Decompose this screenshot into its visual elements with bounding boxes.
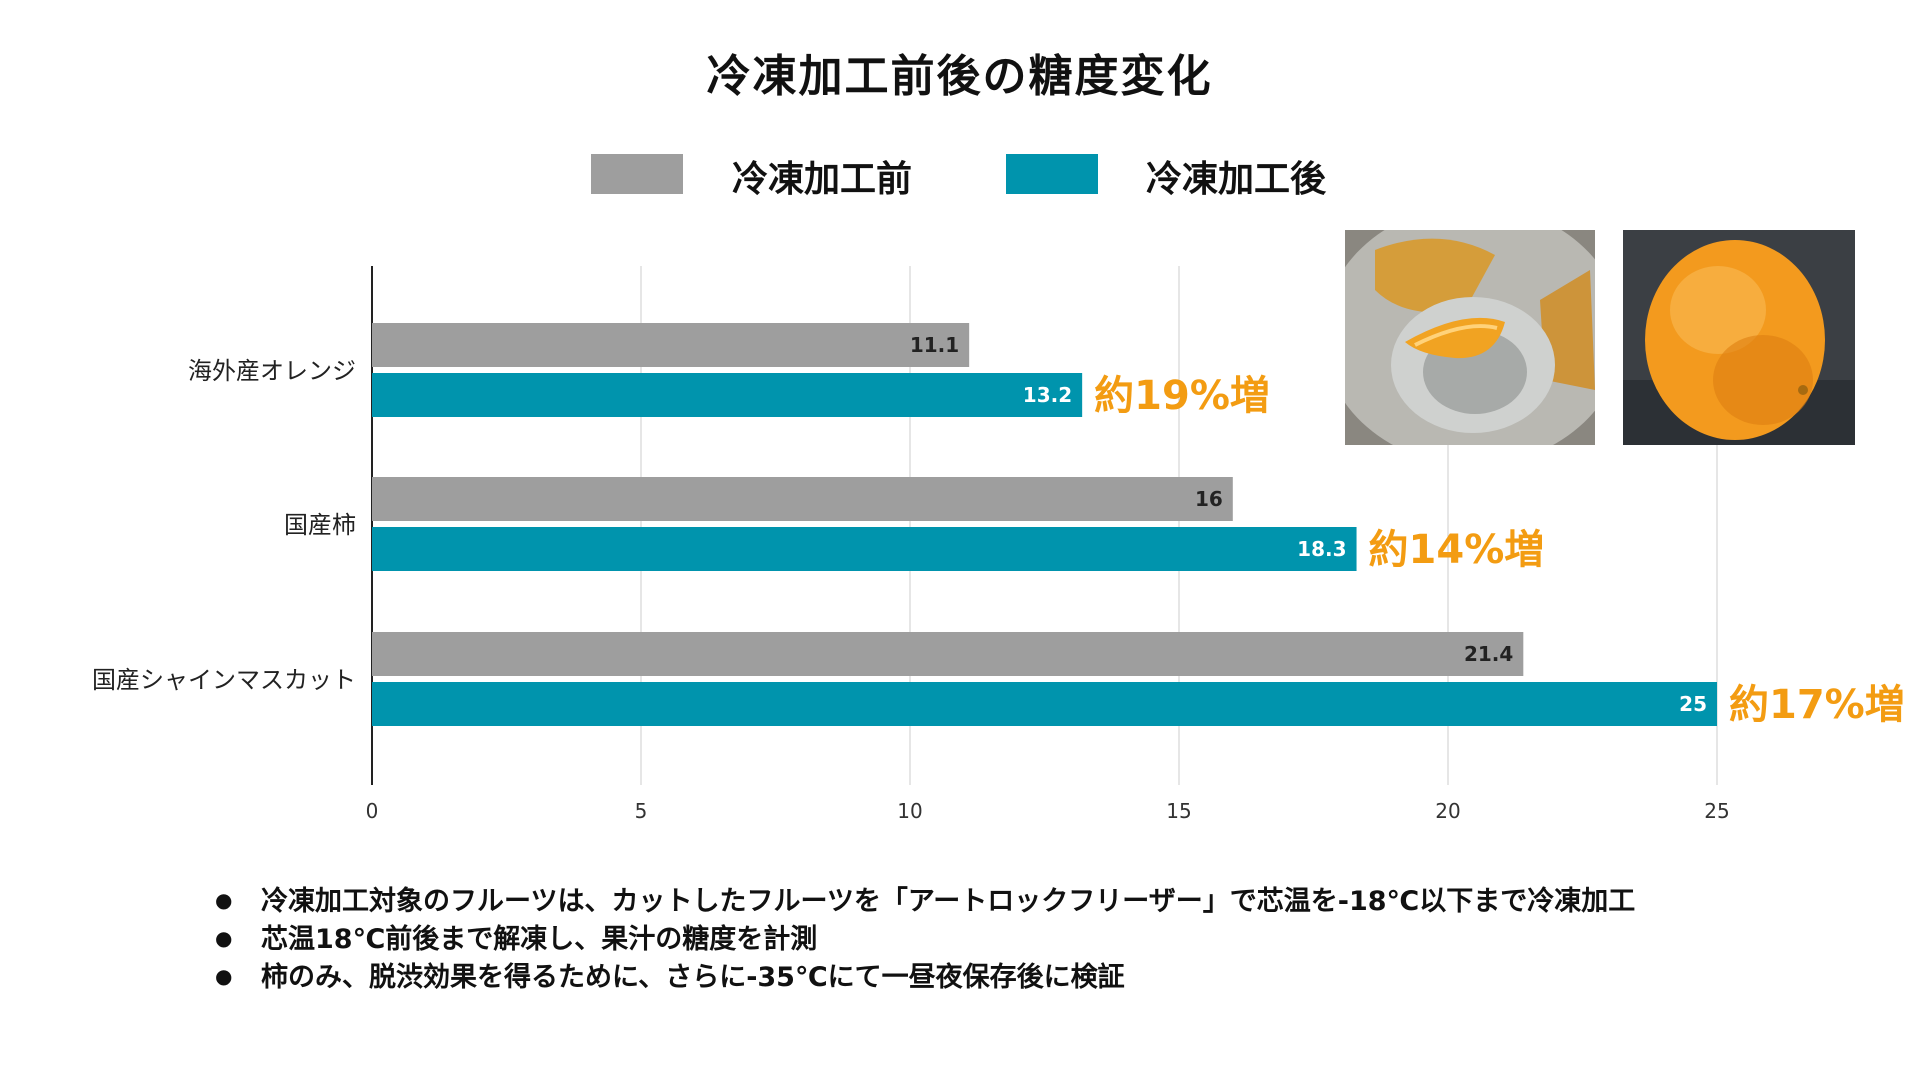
frozen-orange-in-bowl-photo [1345, 230, 1595, 445]
category-label: 国産シャインマスカット [92, 666, 356, 694]
x-tick-label: 5 [635, 799, 648, 823]
category-label: 海外産オレンジ [188, 357, 356, 385]
legend-swatch-before [591, 154, 683, 194]
legend-swatch-after [1006, 154, 1098, 194]
bar-value-label: 13.2 [1023, 383, 1072, 407]
bar-before [372, 477, 1233, 521]
x-tick-label: 25 [1704, 799, 1729, 823]
bar-after [372, 682, 1717, 726]
bar-before [372, 632, 1524, 676]
bar-after [372, 527, 1357, 571]
legend-label-after: 冷凍加工後 [1146, 159, 1327, 200]
footnote-item: 冷凍加工対象のフルーツは、カットしたフルーツを「アートロックフリーザー」で芯温を… [215, 882, 1635, 920]
increase-annotation: 約17%増 [1729, 682, 1905, 728]
bar-before [372, 323, 970, 367]
x-tick-label: 15 [1166, 799, 1191, 823]
bar-value-label: 11.1 [910, 333, 959, 357]
bar-after [372, 373, 1083, 417]
x-tick-label: 20 [1435, 799, 1460, 823]
footnote-item: 芯温18℃前後まで解凍し、果汁の糖度を計測 [215, 920, 1635, 958]
increase-annotation: 約19%増 [1094, 373, 1270, 419]
bar-value-label: 21.4 [1464, 642, 1513, 666]
increase-annotation: 約14%増 [1369, 527, 1545, 573]
x-tick-label: 0 [366, 799, 379, 823]
category-label: 国産柿 [284, 511, 356, 539]
whole-orange-photo [1623, 230, 1855, 445]
bar-value-label: 18.3 [1297, 537, 1346, 561]
bar-value-label: 25 [1679, 692, 1707, 716]
footnote-item: 柿のみ、脱渋効果を得るために、さらに-35℃にて一昼夜保存後に検証 [215, 958, 1635, 996]
footnote-list: 冷凍加工対象のフルーツは、カットしたフルーツを「アートロックフリーザー」で芯温を… [215, 882, 1635, 996]
legend-label-before: 冷凍加工前 [732, 159, 913, 200]
x-tick-label: 10 [897, 799, 922, 823]
chart-title: 冷凍加工前後の糖度変化 [706, 51, 1213, 102]
bar-value-label: 16 [1195, 487, 1223, 511]
